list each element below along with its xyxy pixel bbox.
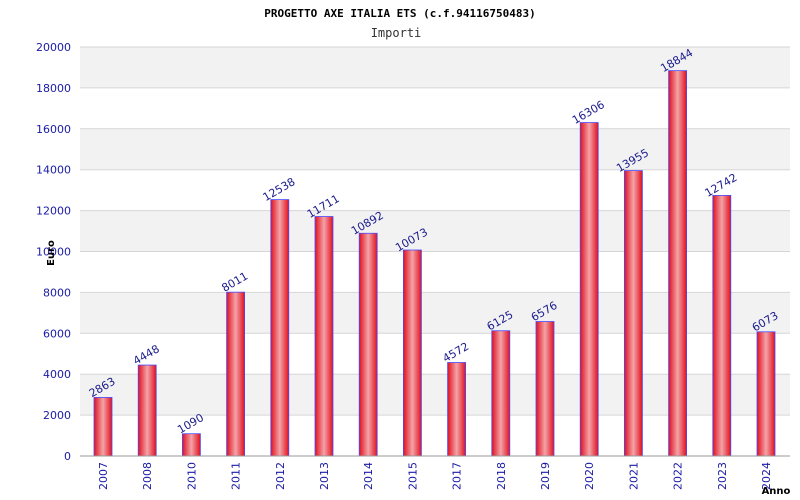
x-tick-label: 2010 bbox=[185, 462, 198, 490]
y-tick-label: 10000 bbox=[36, 246, 71, 259]
x-tick-label: 2011 bbox=[230, 462, 243, 490]
bar bbox=[270, 199, 290, 457]
x-axis-ticks: 2007 2008 2010 2011 2012 2013 2014 2015 2017 2018… bbox=[97, 462, 773, 490]
y-axis-label: Euro bbox=[46, 240, 57, 266]
bar bbox=[491, 330, 511, 457]
bar bbox=[358, 232, 378, 457]
bar bbox=[712, 195, 732, 457]
bar bbox=[447, 362, 467, 457]
x-tick-label: 2020 bbox=[583, 462, 596, 490]
bar bbox=[668, 70, 687, 457]
x-tick-label: 2019 bbox=[539, 462, 552, 490]
y-tick-label: 2000 bbox=[43, 409, 71, 422]
x-tick-label: 2014 bbox=[362, 462, 375, 490]
chart-subtitle: Importi bbox=[371, 26, 422, 40]
y-tick-label: 4000 bbox=[43, 368, 71, 381]
y-tick-label: 12000 bbox=[36, 205, 71, 218]
data-label: 4572 bbox=[440, 340, 471, 365]
bar bbox=[226, 291, 246, 457]
bar bbox=[756, 331, 776, 457]
x-tick-label: 2022 bbox=[672, 462, 685, 490]
x-tick-label: 2007 bbox=[97, 462, 110, 490]
bar bbox=[93, 397, 113, 457]
y-tick-label: 8000 bbox=[43, 286, 71, 299]
y-tick-label: 20000 bbox=[36, 41, 71, 54]
bar bbox=[624, 170, 643, 457]
y-tick-label: 18000 bbox=[36, 82, 71, 95]
y-tick-label: 0 bbox=[64, 450, 71, 463]
y-tick-label: 14000 bbox=[36, 164, 71, 177]
bar bbox=[137, 364, 157, 457]
x-axis-label: Anno bbox=[762, 486, 791, 497]
bar bbox=[181, 433, 201, 457]
bar bbox=[402, 249, 422, 457]
chart-title: PROGETTO AXE ITALIA ETS (c.f.94116750483… bbox=[264, 7, 536, 20]
x-tick-label: 2018 bbox=[495, 462, 508, 490]
bar bbox=[535, 321, 555, 457]
bars bbox=[93, 70, 776, 457]
x-tick-label: 2008 bbox=[141, 462, 154, 490]
x-tick-label: 2015 bbox=[406, 462, 419, 490]
y-axis-ticks: 0 2000 4000 6000 8000 10000 12000 14000 16000 180… bbox=[36, 41, 71, 463]
x-tick-label: 2017 bbox=[451, 462, 464, 490]
x-tick-label: 2024 bbox=[760, 462, 773, 490]
y-tick-label: 16000 bbox=[36, 123, 71, 136]
data-label: 8011 bbox=[219, 270, 250, 295]
bar bbox=[314, 216, 334, 457]
x-tick-label: 2023 bbox=[716, 462, 729, 490]
x-tick-label: 2021 bbox=[627, 462, 640, 490]
x-tick-label: 2013 bbox=[318, 462, 331, 490]
x-tick-label: 2012 bbox=[274, 462, 287, 490]
bar bbox=[579, 122, 599, 457]
data-label: 4448 bbox=[131, 342, 162, 367]
y-tick-label: 6000 bbox=[43, 327, 71, 340]
